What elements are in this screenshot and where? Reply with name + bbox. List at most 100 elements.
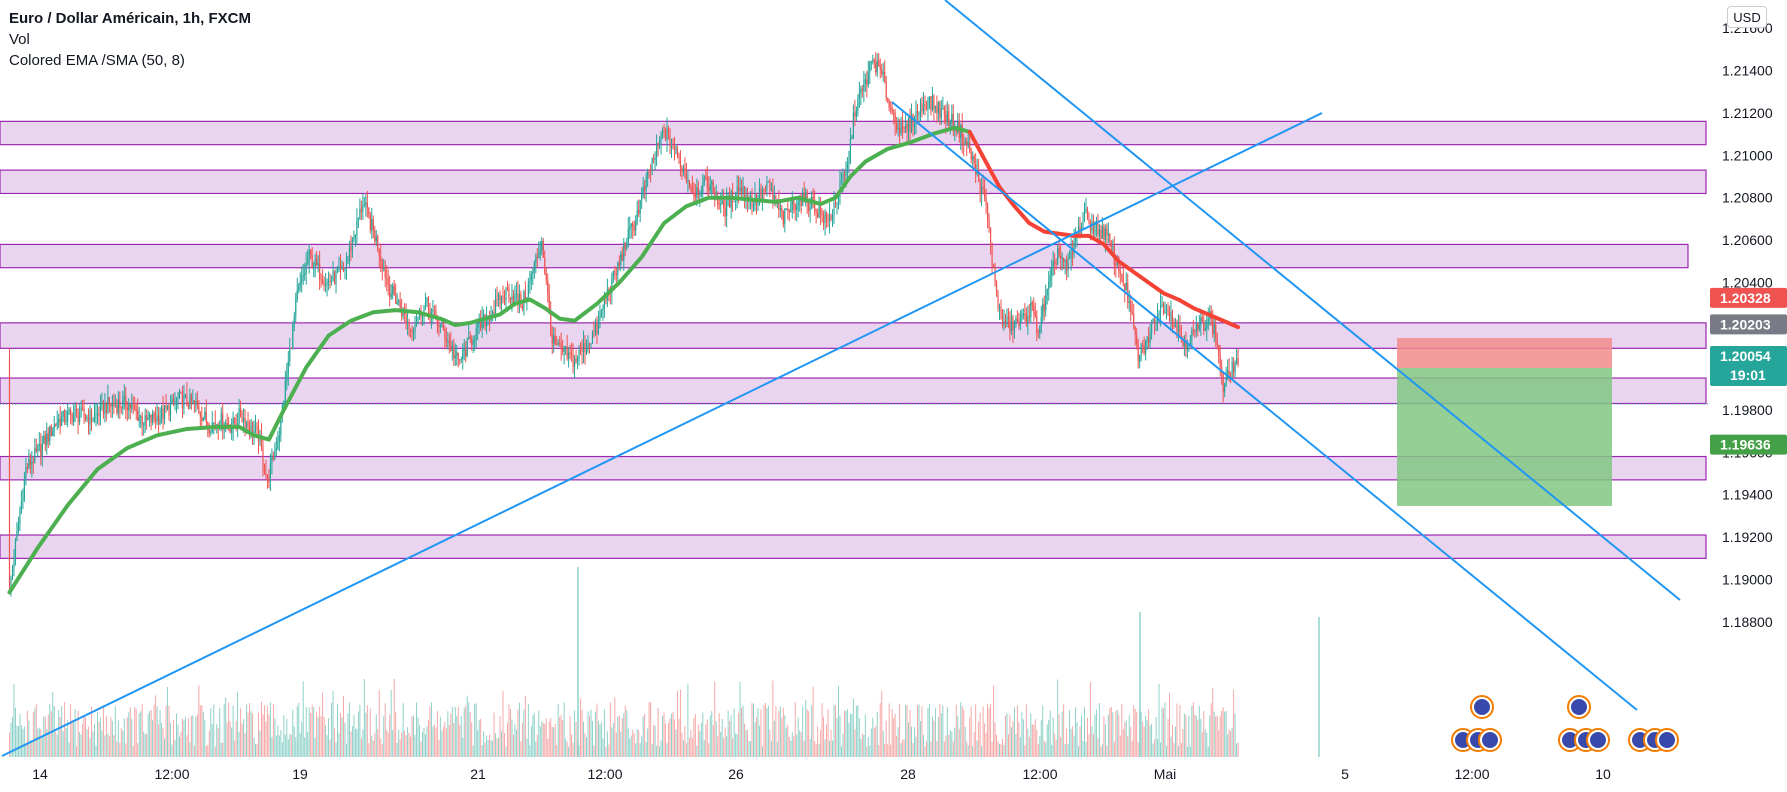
candle-body: [19, 512, 21, 525]
candle-body: [948, 111, 950, 126]
candle-body: [256, 425, 258, 427]
eu-flag-icon: [1590, 732, 1606, 748]
candle-body: [1021, 313, 1023, 319]
candle-body: [697, 187, 699, 196]
candle-body: [737, 186, 740, 192]
candle-body: [99, 403, 102, 417]
candle-body: [648, 169, 650, 171]
candle-body: [327, 280, 330, 282]
candle-body: [766, 181, 768, 191]
candle-body: [239, 408, 242, 417]
candle-body: [74, 408, 76, 415]
candle-body: [62, 410, 64, 417]
candle-body: [1019, 318, 1021, 326]
candle-body: [119, 400, 121, 408]
x-tick-label: 28: [900, 766, 916, 782]
candle-body: [1048, 281, 1050, 290]
candle-body: [131, 405, 133, 409]
candle-body: [761, 189, 764, 200]
y-tick-label: 1.19800: [1722, 402, 1773, 418]
candle-body: [460, 358, 462, 360]
candle-body: [724, 208, 726, 217]
candle-body: [345, 261, 348, 269]
candle-body: [73, 414, 75, 423]
candle-body: [1112, 246, 1114, 248]
candle-body: [827, 220, 829, 222]
candle-body: [1118, 257, 1120, 272]
candle-body: [573, 358, 576, 368]
candle-body: [961, 125, 963, 144]
candle-body: [141, 416, 143, 425]
candle-body: [483, 314, 485, 319]
candle-body: [392, 285, 394, 294]
price-tag-value: 1.20203: [1720, 316, 1771, 332]
candle-body: [1137, 343, 1139, 362]
candle-body: [49, 426, 51, 442]
candle-body: [365, 202, 367, 205]
candle-body: [125, 395, 127, 408]
candle-body: [661, 129, 664, 134]
candle-body: [336, 271, 339, 273]
candle-body: [311, 255, 313, 269]
candle-body: [790, 210, 792, 213]
eu-flag-icon: [1562, 732, 1578, 748]
candle-body: [1107, 234, 1109, 236]
candle-body: [508, 288, 510, 300]
candle-body: [885, 81, 887, 98]
candle-body: [1121, 273, 1123, 275]
candle-body: [1037, 332, 1039, 334]
candle-body: [596, 323, 598, 335]
candle-body: [293, 315, 295, 325]
candle-body: [533, 262, 535, 273]
candle-body: [1031, 302, 1033, 306]
y-tick-label: 1.19000: [1722, 572, 1773, 588]
candle-body: [29, 459, 31, 466]
candle-body: [726, 198, 728, 217]
candle-body: [55, 424, 57, 426]
candle-body: [599, 316, 601, 321]
candle-body: [657, 142, 659, 145]
candle-body: [234, 417, 236, 424]
candle-body: [210, 432, 212, 434]
candle-body: [787, 208, 789, 211]
candle-body: [854, 112, 856, 117]
candle-body: [624, 242, 626, 249]
candle-body: [1158, 313, 1160, 315]
candle-body: [690, 185, 692, 188]
candle-body: [814, 201, 816, 211]
candle-body: [951, 113, 953, 123]
candle-body: [111, 403, 113, 407]
candle-body: [480, 320, 482, 329]
candle-body: [271, 455, 273, 464]
candle-body: [383, 267, 385, 270]
candle-body: [1131, 311, 1133, 314]
candle-body: [1095, 221, 1098, 229]
candle-body: [1225, 376, 1227, 385]
candle-body: [1200, 317, 1202, 326]
candle-body: [845, 168, 847, 176]
candle-body: [978, 170, 980, 182]
candle-body: [338, 266, 340, 272]
candle-body: [954, 129, 956, 131]
ema-indicator-label[interactable]: Colored EMA /SMA (50, 8): [9, 52, 185, 69]
candle-body: [204, 411, 206, 419]
candle-body: [468, 336, 470, 339]
candle-body: [626, 246, 628, 249]
candle-body: [28, 459, 30, 469]
candle-body: [189, 394, 191, 409]
candle-body: [1086, 208, 1089, 219]
currency-button[interactable]: USD: [1727, 6, 1767, 28]
candle-body: [152, 413, 154, 423]
candle-body: [86, 417, 88, 420]
candle-body: [679, 157, 682, 168]
candle-body: [435, 310, 437, 319]
candle-body: [524, 291, 526, 301]
candle-body: [717, 196, 719, 205]
candle-body: [797, 201, 799, 206]
candle-body: [1064, 259, 1066, 262]
candle-body: [368, 207, 370, 215]
candle-body: [329, 280, 331, 283]
symbol-title[interactable]: Euro / Dollar Américain, 1h, FXCM: [9, 10, 251, 27]
volume-indicator-label[interactable]: Vol: [9, 31, 30, 48]
